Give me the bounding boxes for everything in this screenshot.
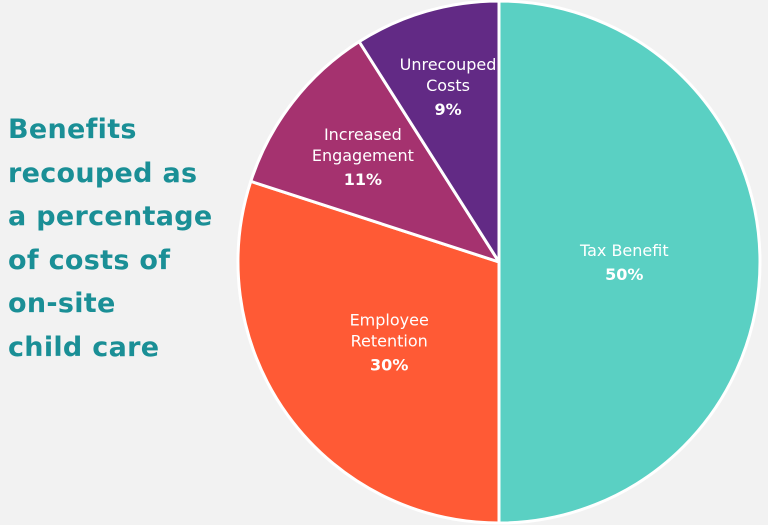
pie-slice-tax-benefit <box>497 0 762 525</box>
pie-slice-unrecouped-costs <box>357 0 501 264</box>
slice-label: Engagement <box>312 146 414 165</box>
pie-slice-increased-engagement <box>249 40 501 264</box>
title-line-5: on-site <box>8 288 116 319</box>
slice-label: Employee <box>350 310 429 329</box>
title-line-2: recouped as <box>8 157 198 189</box>
slice-label: Costs <box>426 76 470 95</box>
slice-value-label: 30% <box>370 355 408 374</box>
pie-slice-employee-retention <box>236 179 501 525</box>
slice-value-label: 11% <box>344 170 382 189</box>
slice-value-label: 50% <box>605 265 643 284</box>
slice-label: Increased <box>324 125 402 144</box>
title-line-4: of costs of <box>8 244 171 276</box>
chart-title: Benefits recouped as a percentage of cos… <box>8 108 218 369</box>
slice-label: Retention <box>351 331 428 350</box>
slice-label: Tax Benefit <box>579 241 669 260</box>
slice-value-label: 9% <box>434 100 461 119</box>
slice-label: Unrecouped <box>400 55 497 74</box>
title-line-1: Benefits <box>8 114 137 145</box>
title-line-3: a percentage <box>8 201 213 232</box>
title-line-6: child care <box>8 331 160 363</box>
